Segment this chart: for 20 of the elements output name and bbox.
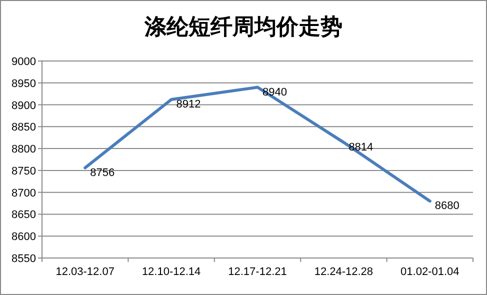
x-tick-label: 12.24-12.28 [314,266,374,278]
x-tick-label: 01.02-01.04 [400,266,460,278]
chart-title: 涤纶短纤周均价走势 [144,15,342,40]
data-label: 8756 [90,166,115,179]
x-tick-label: 12.17-12.21 [228,266,287,278]
y-tick-label: 8800 [12,144,36,156]
y-tick-label: 8700 [12,187,36,200]
y-tick-label: 8950 [12,78,36,90]
y-tick-label: 8550 [12,253,36,265]
y-tick-label: 8850 [12,122,36,134]
data-label: 8680 [434,200,460,212]
y-tick-label: 8900 [12,100,36,112]
y-tick-label: 9000 [12,56,36,68]
y-tick-label: 8650 [12,209,36,222]
line-series [84,86,432,203]
y-tick-label: 8600 [12,231,36,244]
y-tick-label: 8750 [12,165,36,178]
x-tick-label: 12.03-12.07 [56,266,114,278]
data-label: 8912 [176,98,201,111]
x-tick-label: 12.10-12.14 [142,266,201,278]
